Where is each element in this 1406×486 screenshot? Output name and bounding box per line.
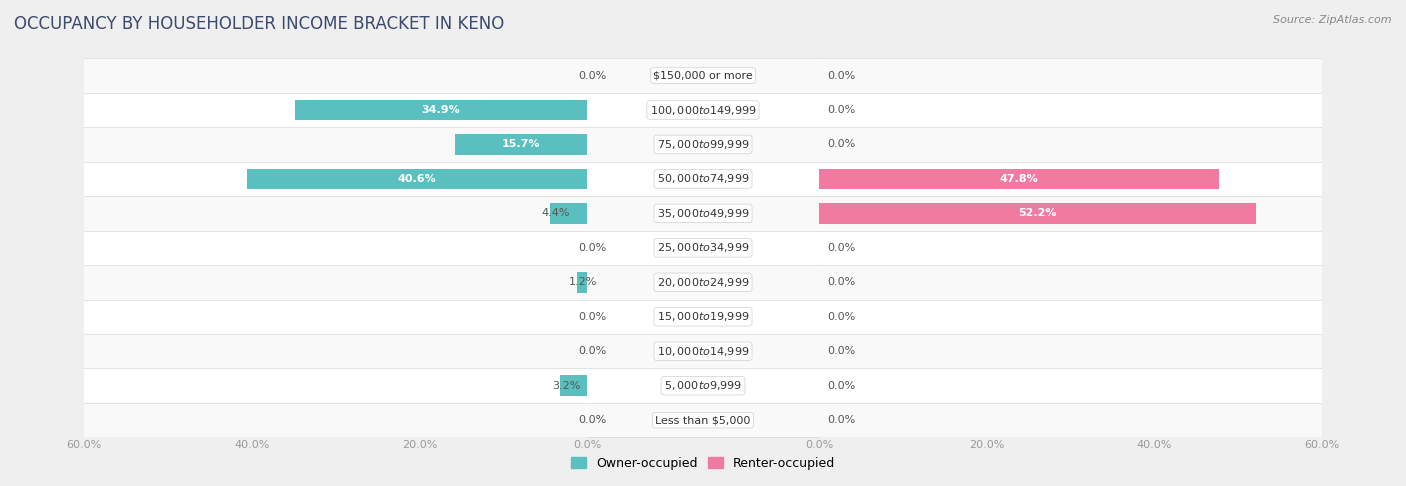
Bar xyxy=(456,134,586,155)
Text: 0.0%: 0.0% xyxy=(827,243,856,253)
Bar xyxy=(818,58,1322,93)
Bar xyxy=(560,375,586,396)
Text: $10,000 to $14,999: $10,000 to $14,999 xyxy=(657,345,749,358)
Bar xyxy=(84,196,586,231)
Text: 0.0%: 0.0% xyxy=(579,312,607,322)
Bar xyxy=(247,169,586,189)
Text: 0.0%: 0.0% xyxy=(827,105,856,115)
Text: 40.6%: 40.6% xyxy=(398,174,436,184)
Bar xyxy=(818,127,1322,162)
Text: 4.4%: 4.4% xyxy=(541,208,571,218)
Text: 0.0%: 0.0% xyxy=(579,346,607,356)
Bar xyxy=(818,169,1219,189)
Bar xyxy=(550,203,586,224)
Text: 52.2%: 52.2% xyxy=(1018,208,1057,218)
Text: Less than $5,000: Less than $5,000 xyxy=(655,415,751,425)
Text: 0.0%: 0.0% xyxy=(579,415,607,425)
Text: 1.2%: 1.2% xyxy=(568,278,598,287)
Text: $35,000 to $49,999: $35,000 to $49,999 xyxy=(657,207,749,220)
Bar xyxy=(818,203,1257,224)
Text: $5,000 to $9,999: $5,000 to $9,999 xyxy=(664,379,742,392)
Bar xyxy=(818,196,1322,231)
Bar xyxy=(818,403,1322,437)
Bar xyxy=(818,334,1322,368)
Bar xyxy=(818,368,1322,403)
Text: Source: ZipAtlas.com: Source: ZipAtlas.com xyxy=(1274,15,1392,25)
Text: 15.7%: 15.7% xyxy=(502,139,540,150)
Text: 0.0%: 0.0% xyxy=(827,415,856,425)
Text: $25,000 to $34,999: $25,000 to $34,999 xyxy=(657,242,749,254)
Bar xyxy=(576,272,586,293)
Bar xyxy=(818,162,1322,196)
Bar xyxy=(84,403,586,437)
Bar xyxy=(84,334,586,368)
Bar xyxy=(818,93,1322,127)
Bar xyxy=(84,162,586,196)
Bar xyxy=(84,93,586,127)
Bar xyxy=(84,368,586,403)
Text: 47.8%: 47.8% xyxy=(1000,174,1039,184)
Text: 0.0%: 0.0% xyxy=(579,243,607,253)
Bar xyxy=(84,231,586,265)
Bar xyxy=(84,265,586,299)
Text: $100,000 to $149,999: $100,000 to $149,999 xyxy=(650,104,756,117)
Text: 0.0%: 0.0% xyxy=(579,70,607,81)
Bar xyxy=(818,231,1322,265)
Text: 0.0%: 0.0% xyxy=(827,381,856,391)
Bar xyxy=(818,265,1322,299)
Text: 3.2%: 3.2% xyxy=(551,381,581,391)
Text: 0.0%: 0.0% xyxy=(827,312,856,322)
Bar xyxy=(84,58,586,93)
Text: OCCUPANCY BY HOUSEHOLDER INCOME BRACKET IN KENO: OCCUPANCY BY HOUSEHOLDER INCOME BRACKET … xyxy=(14,15,505,33)
Text: 0.0%: 0.0% xyxy=(827,70,856,81)
Text: $15,000 to $19,999: $15,000 to $19,999 xyxy=(657,310,749,323)
Text: 34.9%: 34.9% xyxy=(422,105,460,115)
Text: $50,000 to $74,999: $50,000 to $74,999 xyxy=(657,173,749,186)
Text: $150,000 or more: $150,000 or more xyxy=(654,70,752,81)
Text: $75,000 to $99,999: $75,000 to $99,999 xyxy=(657,138,749,151)
Legend: Owner-occupied, Renter-occupied: Owner-occupied, Renter-occupied xyxy=(567,452,839,475)
Bar xyxy=(84,127,586,162)
Text: 0.0%: 0.0% xyxy=(827,278,856,287)
Text: $20,000 to $24,999: $20,000 to $24,999 xyxy=(657,276,749,289)
Bar xyxy=(295,100,586,121)
Bar xyxy=(818,299,1322,334)
Text: 0.0%: 0.0% xyxy=(827,139,856,150)
Bar xyxy=(84,299,586,334)
Text: 0.0%: 0.0% xyxy=(827,346,856,356)
